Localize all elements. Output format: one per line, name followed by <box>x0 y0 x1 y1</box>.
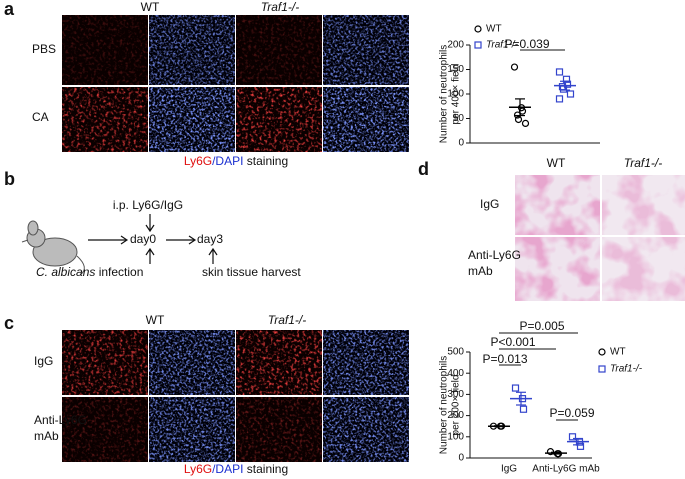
micrograph-signal <box>236 397 322 462</box>
data-point <box>521 119 530 128</box>
legend-label: Traf1-/- <box>610 364 643 375</box>
annotation: P=0.013 <box>482 352 527 366</box>
micrograph-signal <box>602 237 685 301</box>
data-point <box>511 384 520 392</box>
data-point <box>566 90 575 98</box>
data-point <box>555 68 564 76</box>
data-point <box>510 63 519 71</box>
column-label: WT <box>547 156 566 170</box>
legend-label: WT <box>610 347 626 358</box>
step-label: i.p. Ly6G/IgG <box>113 198 183 212</box>
micrograph-signal <box>323 15 409 85</box>
micrograph-signal <box>62 15 148 85</box>
legend-marker <box>598 365 606 373</box>
micrograph-signal <box>515 237 600 301</box>
data-point <box>562 75 571 83</box>
caption: Ly6G/DAPI staining <box>184 462 288 476</box>
step-label: C. albicans infection <box>36 265 143 279</box>
micrograph-signal <box>515 175 600 235</box>
row-label: mAb <box>34 429 59 443</box>
annotation: P<0.001 <box>490 335 535 349</box>
x-tick-label: Anti-Ly6G mAb <box>532 464 600 475</box>
mouse-icon <box>21 220 85 276</box>
y-tick-label: 0 <box>458 453 464 464</box>
panel-label: d <box>418 159 429 179</box>
micrograph-signal <box>323 87 409 152</box>
legend-marker <box>474 25 482 33</box>
y-axis-label: Number of neutrophils <box>439 45 450 143</box>
step-label: day0 <box>130 232 156 246</box>
micrograph-signal <box>323 397 409 462</box>
data-point <box>555 95 564 103</box>
column-label: Traf1-/- <box>624 156 662 170</box>
micrographs <box>62 15 685 462</box>
y-tick-label: 100 <box>447 431 464 442</box>
y-tick-label: 100 <box>447 89 464 100</box>
legend-label: WT <box>486 24 502 35</box>
micrograph-signal <box>149 15 235 85</box>
y-tick-label: 300 <box>447 389 464 400</box>
data-point <box>568 433 577 441</box>
micrograph-signal <box>236 330 322 395</box>
micrograph-signal <box>149 87 235 152</box>
row-label: IgG <box>480 197 499 211</box>
column-label: WT <box>141 0 160 14</box>
y-axis-label: Number of neutrophils <box>439 356 450 454</box>
annotation: P=0.039 <box>504 37 549 51</box>
micrograph-signal <box>236 15 322 85</box>
x-tick-label: IgG <box>501 464 517 475</box>
y-axis-label: per 200× field <box>451 375 462 436</box>
y-tick-label: 200 <box>447 410 464 421</box>
caption: Ly6G/DAPI staining <box>184 154 288 168</box>
panel-label: b <box>4 169 15 189</box>
y-tick-label: 150 <box>447 64 464 75</box>
legend-marker <box>598 348 606 356</box>
micrograph-signal <box>323 330 409 395</box>
row-label: CA <box>32 110 49 124</box>
step-label: skin tissue harvest <box>202 265 301 279</box>
y-tick-label: 0 <box>458 138 464 149</box>
annotation: P=0.059 <box>549 406 594 420</box>
row-label: IgG <box>34 354 53 368</box>
arrows <box>88 214 218 264</box>
legend-marker <box>474 41 482 49</box>
column-label: WT <box>146 313 165 327</box>
micrograph-signal <box>62 397 148 462</box>
micrograph-signal <box>62 87 148 152</box>
legend-label: Traf1-/- <box>486 40 519 51</box>
micrograph-signal <box>236 87 322 152</box>
row-label: PBS <box>32 42 56 56</box>
data-point <box>546 448 555 456</box>
y-tick-label: 50 <box>453 113 465 124</box>
row-label: mAb <box>468 264 493 278</box>
panel-label: a <box>4 0 15 19</box>
micrograph-signal <box>149 330 235 395</box>
y-tick-label: 200 <box>447 40 464 51</box>
row-label: Anti-Ly6G <box>468 248 521 262</box>
y-tick-label: 400 <box>447 368 464 379</box>
data-point <box>519 405 528 413</box>
step-label: day3 <box>197 232 223 246</box>
annotation: P=0.005 <box>519 319 564 333</box>
column-label: Traf1-/- <box>261 0 299 14</box>
row-label: Anti-Ly6G <box>34 413 87 427</box>
y-axis-label: per 400× field <box>451 64 462 125</box>
y-tick-label: 500 <box>447 347 464 358</box>
column-label: Traf1-/- <box>268 313 306 327</box>
data-point <box>576 442 585 450</box>
micrograph-signal <box>149 397 235 462</box>
micrograph-signal <box>62 330 148 395</box>
panel-label: c <box>4 313 14 333</box>
data-point <box>514 115 523 124</box>
micrograph-signal <box>602 175 685 235</box>
